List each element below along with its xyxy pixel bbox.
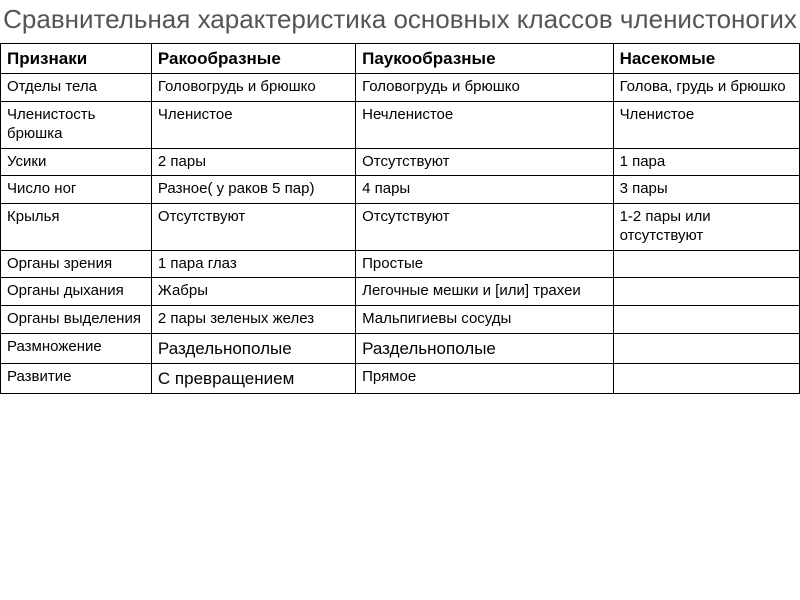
cell: 4 пары (356, 176, 613, 204)
col-header: Паукообразные (356, 44, 613, 74)
cell: Прямое (356, 364, 613, 394)
row-label: Размножение (1, 333, 152, 363)
cell (613, 364, 799, 394)
col-header: Признаки (1, 44, 152, 74)
table-row: Органы дыхания Жабры Легочные мешки и [и… (1, 278, 800, 306)
row-label: Органы выделения (1, 306, 152, 334)
table-row: Число ног Разное( у раков 5 пар) 4 пары … (1, 176, 800, 204)
cell: Нечленистое (356, 102, 613, 149)
cell (613, 306, 799, 334)
cell: 1 пара (613, 148, 799, 176)
row-label: Крылья (1, 204, 152, 251)
cell: Членистое (613, 102, 799, 149)
cell: Отсутствуют (151, 204, 355, 251)
table-row: Отделы тела Головогрудь и брюшко Головог… (1, 74, 800, 102)
row-label: Членистость брюшка (1, 102, 152, 149)
cell: Легочные мешки и [или] трахеи (356, 278, 613, 306)
cell: Членистое (151, 102, 355, 149)
row-label: Отделы тела (1, 74, 152, 102)
table-row: Членистость брюшка Членистое Нечленистое… (1, 102, 800, 149)
table-row: Развитие С превращением Прямое (1, 364, 800, 394)
cell: Мальпигиевы сосуды (356, 306, 613, 334)
table-row: Размножение Раздельнополые Раздельнополы… (1, 333, 800, 363)
row-label: Органы зрения (1, 250, 152, 278)
cell (613, 278, 799, 306)
table-row: Органы выделения 2 пары зеленых желез Ма… (1, 306, 800, 334)
cell: 1-2 пары или отсутствуют (613, 204, 799, 251)
cell: С превращением (151, 364, 355, 394)
cell (613, 333, 799, 363)
cell: Голова, грудь и брюшко (613, 74, 799, 102)
cell: 3 пары (613, 176, 799, 204)
cell: Простые (356, 250, 613, 278)
table-header-row: Признаки Ракообразные Паукообразные Насе… (1, 44, 800, 74)
row-label: Развитие (1, 364, 152, 394)
cell: Отсутствуют (356, 204, 613, 251)
table-row: Крылья Отсутствуют Отсутствуют 1-2 пары … (1, 204, 800, 251)
cell: 1 пара глаз (151, 250, 355, 278)
page-title: Сравнительная характеристика основных кл… (0, 0, 800, 43)
row-label: Органы дыхания (1, 278, 152, 306)
table-row: Усики 2 пары Отсутствуют 1 пара (1, 148, 800, 176)
table-row: Органы зрения 1 пара глаз Простые (1, 250, 800, 278)
cell: Головогрудь и брюшко (151, 74, 355, 102)
cell: Головогрудь и брюшко (356, 74, 613, 102)
cell: Раздельнополые (151, 333, 355, 363)
cell: 2 пары зеленых желез (151, 306, 355, 334)
col-header: Ракообразные (151, 44, 355, 74)
cell: Жабры (151, 278, 355, 306)
comparison-table: Признаки Ракообразные Паукообразные Насе… (0, 43, 800, 394)
cell: Разное( у раков 5 пар) (151, 176, 355, 204)
cell: Раздельнополые (356, 333, 613, 363)
col-header: Насекомые (613, 44, 799, 74)
cell: Отсутствуют (356, 148, 613, 176)
row-label: Усики (1, 148, 152, 176)
row-label: Число ног (1, 176, 152, 204)
cell (613, 250, 799, 278)
cell: 2 пары (151, 148, 355, 176)
